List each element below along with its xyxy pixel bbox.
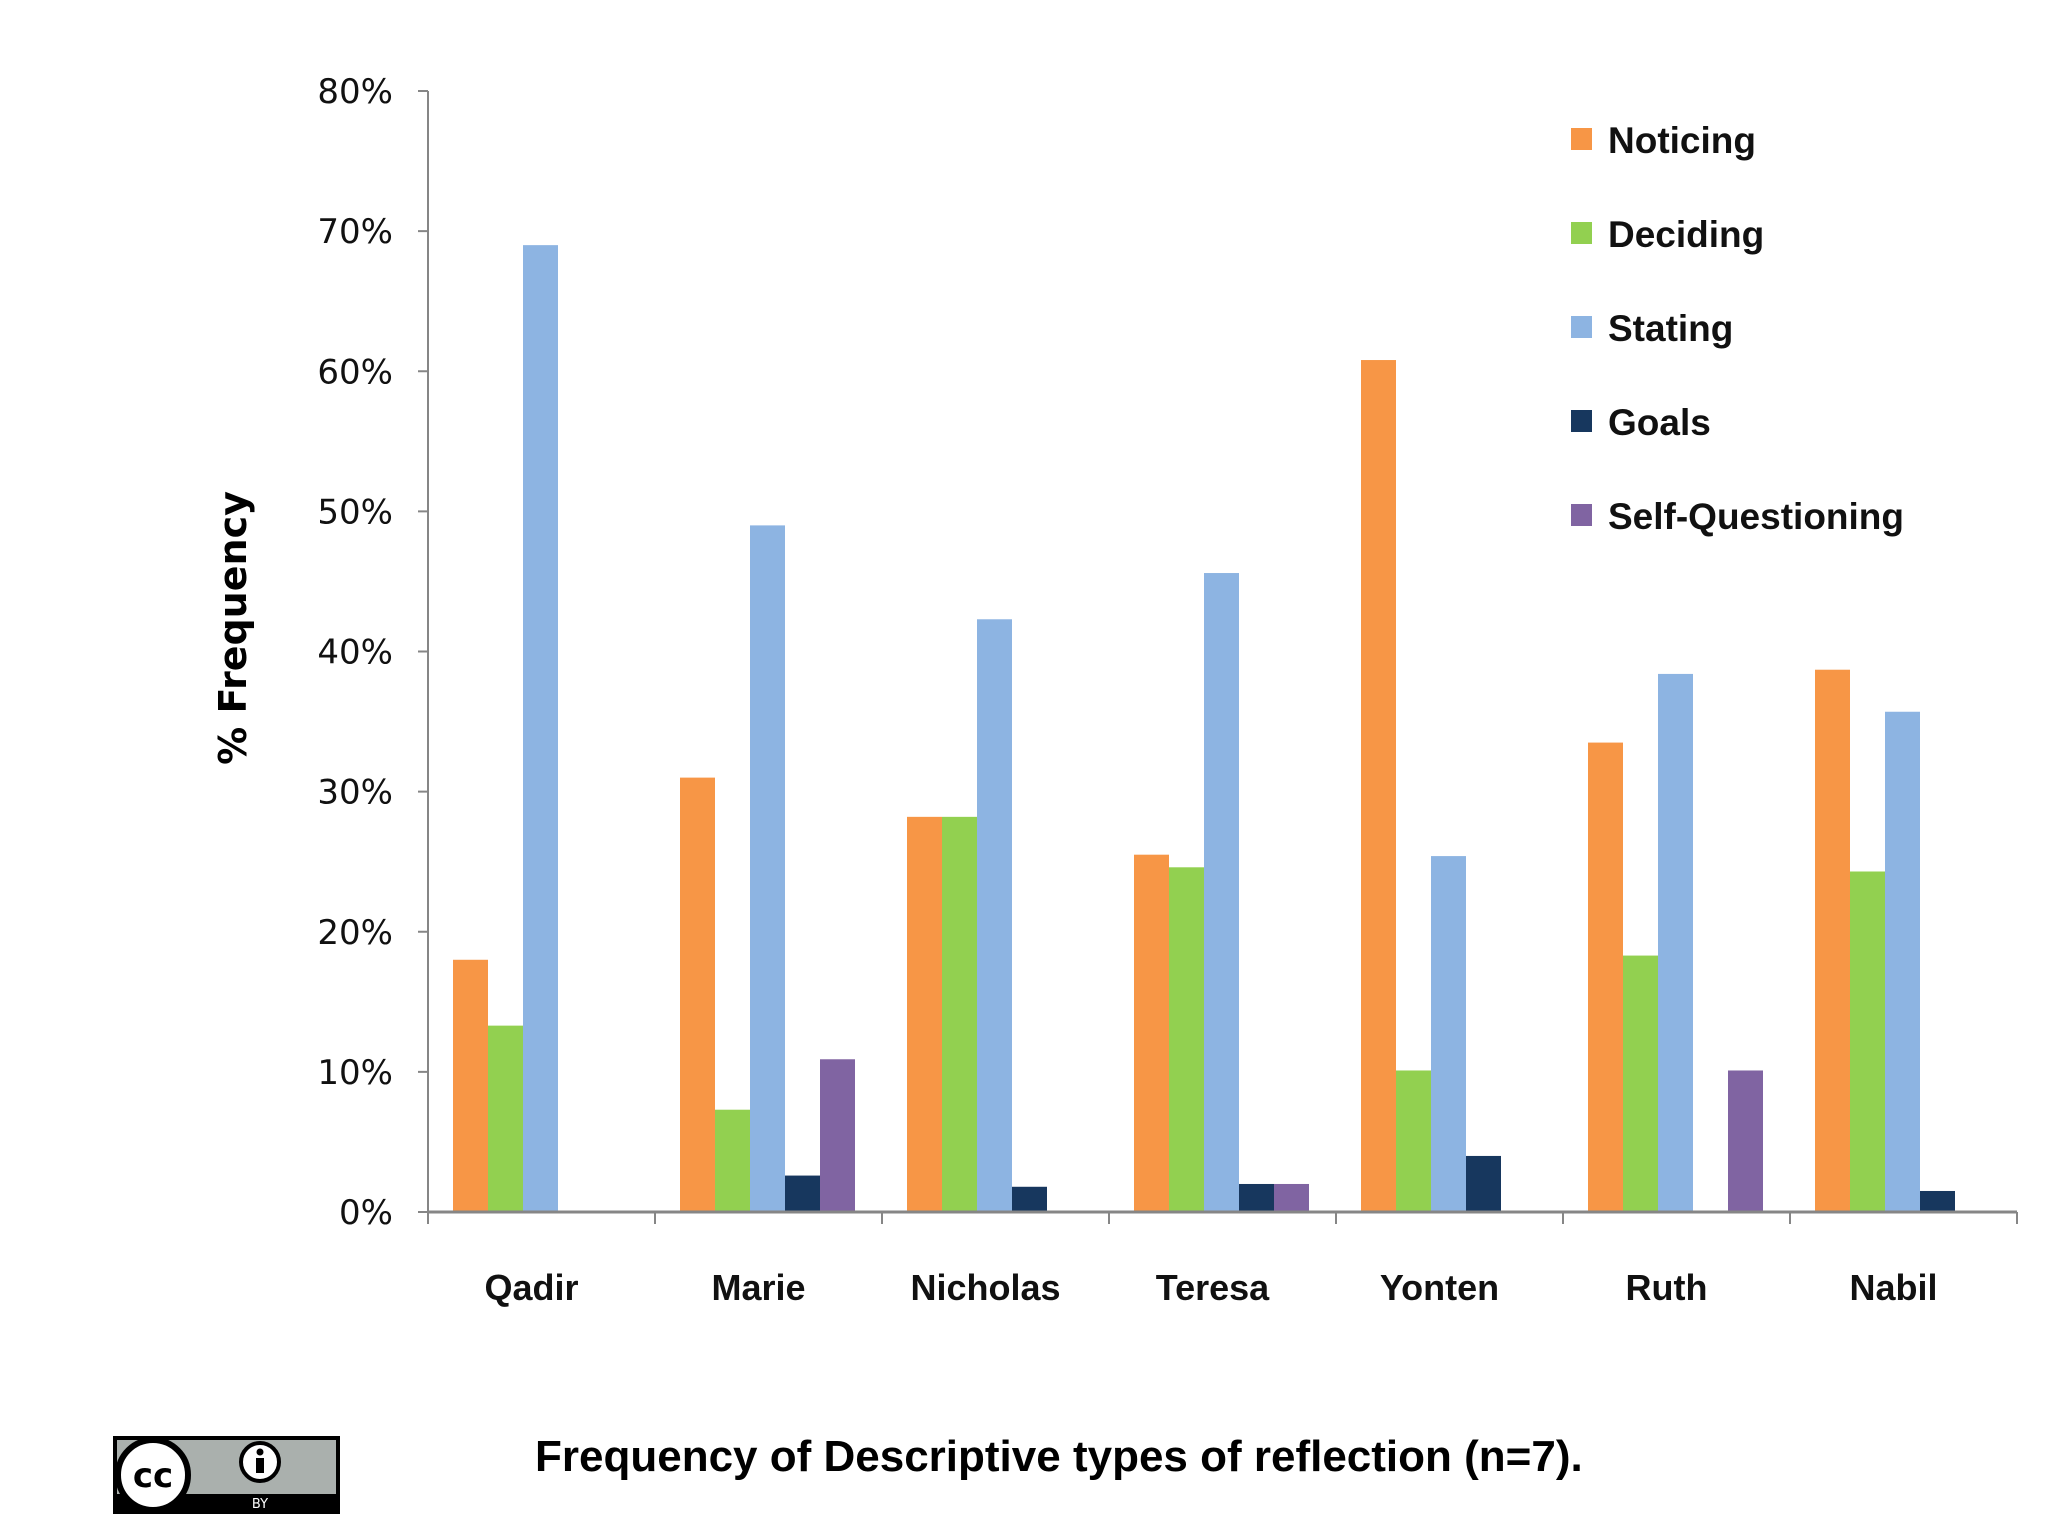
bar-noticing-teresa: [1134, 854, 1169, 1212]
bar-noticing-qadir: [453, 959, 488, 1212]
bar-deciding-nabil: [1850, 871, 1885, 1212]
x-tick-label-teresa: Teresa: [1156, 1267, 1270, 1308]
chart-caption: Frequency of Descriptive types of reflec…: [535, 1432, 1583, 1481]
y-tick-label: 20%: [317, 913, 393, 953]
bar-goals-yonten: [1466, 1155, 1501, 1212]
y-axis-title: % Frequency: [211, 491, 255, 765]
y-tick-label: 10%: [317, 1053, 393, 1093]
x-axis-labels: Qadir Marie Nicholas Teresa Yonten Ruth Nabil: [484, 1267, 1937, 1308]
legend-label-stating: Stating: [1608, 308, 1733, 349]
cc-icon: [115, 1437, 191, 1513]
bar-self-questioning-ruth: [1728, 1070, 1763, 1212]
x-tick-label-nabil: Nabil: [1849, 1267, 1937, 1308]
attribution-person-icon: [239, 1441, 281, 1483]
legend-label-deciding: Deciding: [1608, 214, 1764, 255]
cc-by-license-badge: cc BY: [113, 1436, 340, 1514]
bar-self-questioning-teresa: [1274, 1183, 1309, 1212]
bar-deciding-ruth: [1623, 955, 1658, 1212]
bar-goals-nicholas: [1012, 1186, 1047, 1212]
bar-noticing-nabil: [1815, 669, 1850, 1212]
bar-deciding-qadir: [488, 1025, 523, 1212]
legend: Noticing Deciding Stating Goals Self-Questio…: [1571, 120, 1904, 537]
bar-deciding-marie: [715, 1109, 750, 1212]
bar-stating-marie: [750, 525, 785, 1212]
x-tick-label-qadir: Qadir: [484, 1267, 578, 1308]
y-tick-label: 0%: [339, 1193, 393, 1233]
bar-self-questioning-marie: [820, 1059, 855, 1212]
legend-swatch-deciding: [1571, 222, 1592, 244]
bar-deciding-teresa: [1169, 867, 1204, 1212]
legend-swatch-stating: [1571, 316, 1592, 338]
bar-goals-teresa: [1239, 1183, 1274, 1212]
legend-swatch-goals: [1571, 410, 1592, 432]
bar-deciding-yonten: [1396, 1070, 1431, 1212]
bar-stating-nabil: [1885, 711, 1920, 1212]
axes: [427, 91, 2018, 1224]
y-tick-label: 50%: [317, 492, 393, 532]
legend-label-goals: Goals: [1608, 402, 1711, 443]
license-label: BY: [252, 1497, 268, 1512]
x-tick-label-nicholas: Nicholas: [910, 1267, 1060, 1308]
bar-stating-nicholas: [977, 619, 1012, 1212]
legend-swatch-self-questioning: [1571, 504, 1592, 526]
y-tick-label: 60%: [317, 352, 393, 392]
y-axis-ticks: 0% 10% 20% 30% 40% 50% 60% 70% 80%: [317, 72, 428, 1233]
y-tick-label: 80%: [317, 72, 393, 112]
bar-stating-teresa: [1204, 573, 1239, 1212]
bar-noticing-nicholas: [907, 816, 942, 1212]
y-tick-label: 70%: [317, 212, 393, 252]
y-tick-label: 30%: [317, 773, 393, 813]
x-tick-label-yonten: Yonten: [1380, 1267, 1499, 1308]
bar-stating-qadir: [523, 245, 558, 1212]
bar-deciding-nicholas: [942, 816, 977, 1212]
cc-symbol: cc: [133, 1456, 173, 1496]
bar-noticing-marie: [680, 777, 715, 1212]
bars: [453, 245, 1955, 1212]
legend-label-self-questioning: Self-Questioning: [1608, 496, 1904, 537]
bar-goals-marie: [785, 1175, 820, 1212]
legend-swatch-noticing: [1571, 128, 1592, 150]
bar-noticing-yonten: [1361, 360, 1396, 1212]
x-tick-label-marie: Marie: [711, 1267, 805, 1308]
bar-noticing-ruth: [1588, 742, 1623, 1212]
bar-stating-ruth: [1658, 673, 1693, 1212]
bar-goals-nabil: [1920, 1190, 1955, 1212]
y-tick-label: 40%: [317, 633, 393, 673]
legend-label-noticing: Noticing: [1608, 120, 1756, 161]
bar-stating-yonten: [1431, 856, 1466, 1212]
x-tick-label-ruth: Ruth: [1626, 1267, 1708, 1308]
